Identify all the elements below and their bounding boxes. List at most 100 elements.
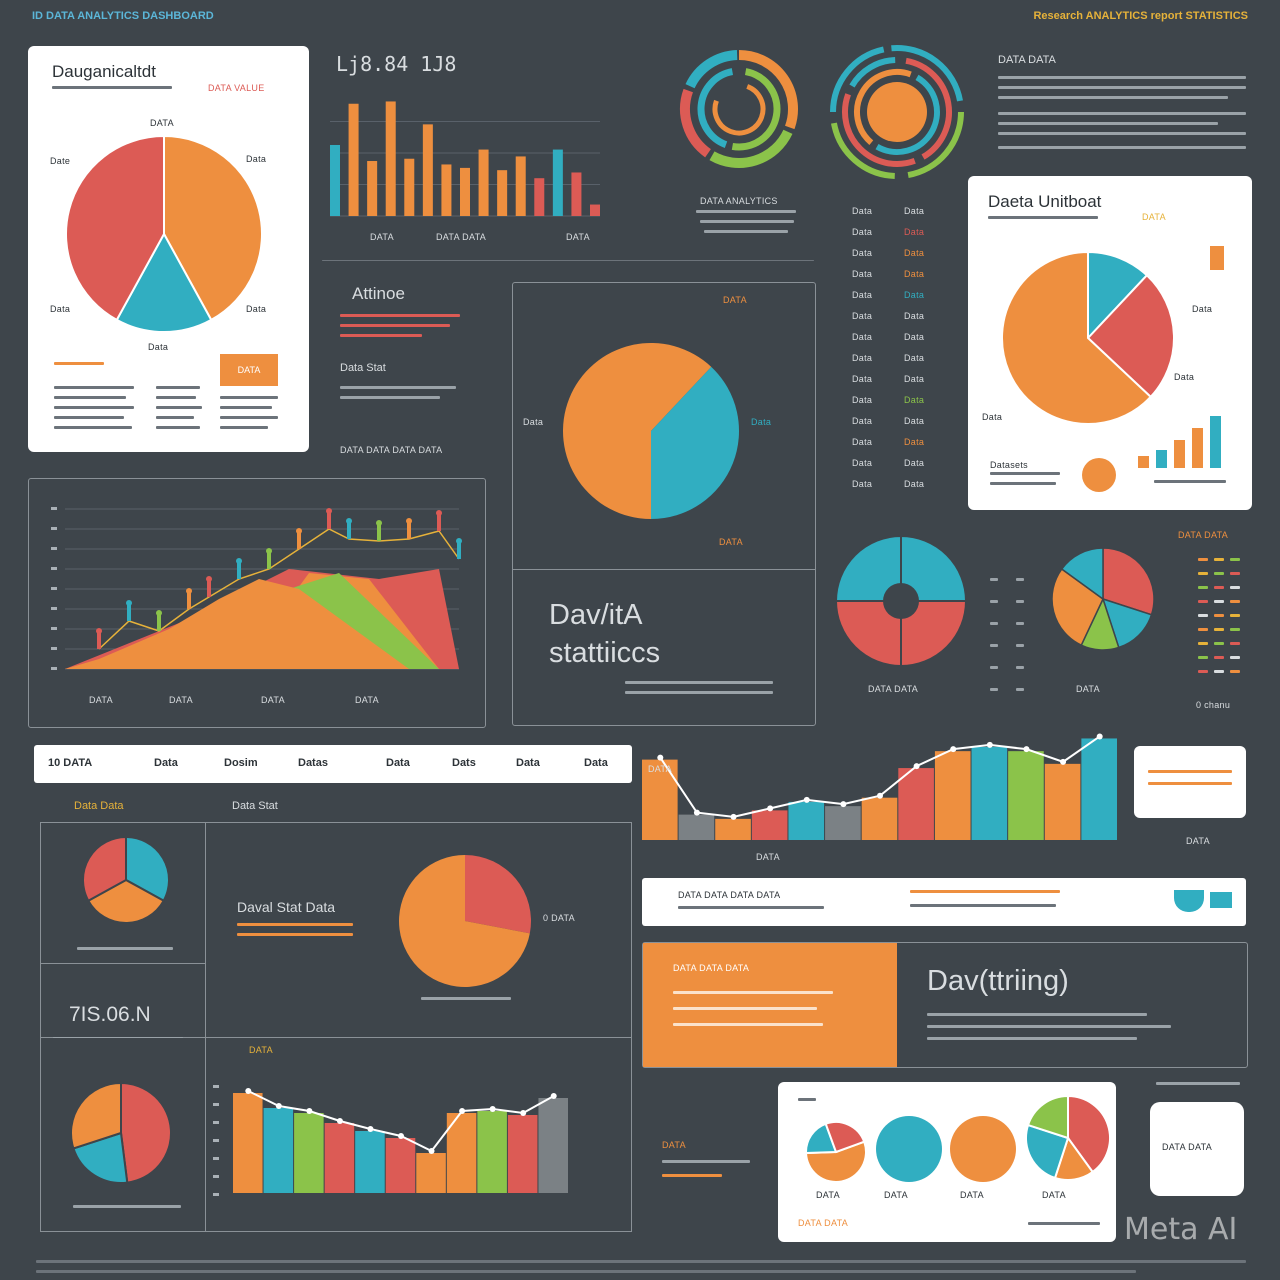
wide-bars-label: DATA: [648, 764, 672, 774]
pie-slice: [82, 835, 127, 903]
bar: [534, 178, 545, 216]
y-tick: [51, 607, 57, 610]
pie-slice: [115, 231, 213, 333]
bar: [367, 161, 378, 216]
line-point: [657, 754, 664, 761]
y-tick: [51, 547, 57, 550]
tab-8[interactable]: Data: [584, 757, 608, 769]
bar: [1210, 416, 1221, 468]
pie-chart-2: [1001, 250, 1175, 425]
spike: [407, 521, 411, 539]
pie-slice: [1051, 567, 1104, 647]
card-pie-1: Dauganicaltdt DATA VALUE DATA Date Data …: [28, 46, 309, 452]
tab-3[interactable]: Dosim: [224, 757, 258, 769]
tab-4[interactable]: Datas: [298, 757, 328, 769]
y-tick: [213, 1175, 219, 1178]
y-tick: [51, 587, 57, 590]
pie-slice: [1087, 250, 1149, 341]
card2-badge: DATA: [1142, 212, 1166, 222]
line-point: [1060, 758, 1067, 765]
bar: [416, 1153, 446, 1193]
grid-dash: [1230, 670, 1240, 673]
line-point: [913, 763, 920, 770]
ring-segment: [831, 122, 895, 179]
bottom-area-bar-chart: [213, 1085, 568, 1196]
card2-label-r2: Data: [1174, 372, 1195, 382]
big-pie-title-2: stattiiccs: [549, 637, 661, 669]
bar: [971, 746, 1008, 840]
tab-6[interactable]: Dats: [452, 757, 476, 769]
ring-segment: [731, 68, 781, 151]
tab-1[interactable]: 10 DATA: [48, 757, 93, 769]
data-list-value: Data: [904, 332, 925, 342]
line-point: [803, 796, 810, 803]
dash: [990, 622, 998, 625]
pie-bottom-1: [804, 1121, 867, 1183]
big-pie-top-label: DATA: [723, 295, 747, 305]
spike: [377, 523, 381, 541]
line-point: [459, 1108, 466, 1114]
dash: [990, 688, 998, 691]
pie-slice: [651, 366, 739, 519]
line-point: [1096, 733, 1103, 740]
data-list-value: Data: [904, 374, 925, 384]
spike: [157, 613, 161, 631]
ring-segment: [830, 46, 885, 113]
bar: [552, 149, 563, 216]
spike: [267, 551, 271, 569]
card1-badge: DATA VALUE: [208, 83, 265, 93]
mini-card: DATA DATA: [1150, 1102, 1244, 1196]
pie-slice: [1025, 1123, 1070, 1180]
spike-dot: [266, 548, 272, 554]
bar: [751, 810, 788, 840]
bar: [263, 1108, 294, 1193]
donut-caption: DATA ANALYTICS: [700, 196, 778, 206]
text-block-title: DATA DATA: [998, 54, 1056, 66]
tab-5[interactable]: Data: [386, 757, 410, 769]
pie-small-1: [82, 835, 170, 924]
data-list-key: Data: [852, 269, 873, 279]
data-list-key: Data: [852, 206, 873, 216]
card2-marker: [1210, 246, 1224, 270]
y-tick: [213, 1121, 219, 1124]
card2-label-r1: Data: [1192, 304, 1213, 314]
bar: [324, 1123, 355, 1193]
spike-dot: [456, 538, 462, 544]
ring-segment: [738, 50, 798, 130]
mini-card-text: DATA DATA: [1162, 1142, 1213, 1152]
card1-title: Dauganicaltdt: [52, 62, 156, 81]
line-point: [275, 1103, 282, 1109]
ring-core: [867, 82, 927, 142]
bar-chart-xlabel-1: DATA: [370, 232, 394, 242]
card2-label-l: Data: [982, 412, 1003, 422]
orange-block: [643, 943, 897, 1067]
bl-line-title: DATA: [249, 1045, 273, 1055]
bar: [507, 1115, 538, 1193]
panel-big-pie: DATA Data Data DATA Dav/itA stattiiccs: [512, 282, 816, 726]
bar: [478, 149, 489, 216]
line-point: [877, 792, 883, 799]
line-point: [245, 1088, 252, 1094]
line-point: [367, 1126, 374, 1132]
mini-bar-chart: [1138, 416, 1221, 468]
right-side-title: DATA DATA: [1178, 530, 1229, 540]
bar: [422, 124, 433, 216]
spike: [207, 579, 211, 597]
spike: [347, 521, 351, 539]
mountain-xlabel-3: DATA: [261, 695, 285, 705]
grid-dash: [1198, 586, 1208, 589]
line-point: [767, 805, 774, 812]
bar: [538, 1098, 568, 1193]
bar-chart-title: Lj8.84 1J8: [336, 52, 457, 76]
bar: [348, 103, 359, 216]
dash: [990, 644, 998, 647]
mid-subheading: Data Stat: [340, 362, 386, 374]
mountain-xlabel-4: DATA: [355, 695, 379, 705]
tab-2[interactable]: Data: [154, 757, 178, 769]
bar: [1008, 751, 1044, 840]
tab-7[interactable]: Data: [516, 757, 540, 769]
bar: [385, 101, 396, 216]
data-list-value: Data: [904, 458, 925, 468]
card1-button[interactable]: DATA: [220, 354, 278, 386]
card2-title: Daeta Unitboat: [988, 192, 1102, 211]
